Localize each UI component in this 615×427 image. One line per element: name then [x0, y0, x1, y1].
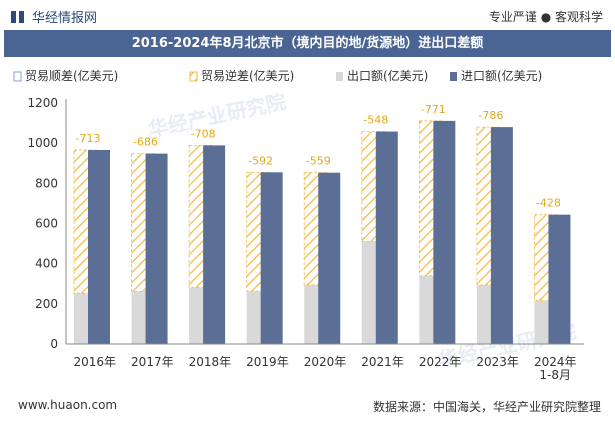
- logo: 华经情报网: [10, 7, 97, 26]
- legend-label: 贸易顺差(亿美元): [25, 68, 118, 83]
- y-tick-label: 600: [35, 217, 58, 231]
- deficit-label: -786: [478, 109, 503, 122]
- chart-title-bar: 2016-2024年8月北京市（境内目的地/货源地）进出口差额: [4, 30, 611, 57]
- import-bar: [548, 214, 571, 344]
- y-axis: 0 200 400 600 800 1000 1200: [27, 96, 67, 351]
- import-bar: [490, 127, 513, 344]
- y-tick-label: 1000: [27, 136, 58, 150]
- import-bar: [318, 172, 341, 344]
- x-tick-label: 2018年: [189, 355, 232, 369]
- deficit-label: -713: [76, 132, 101, 145]
- legend-swatch: [450, 72, 457, 81]
- legend-label: 出口额(亿美元): [347, 68, 428, 83]
- y-tick-label: 1200: [27, 96, 58, 110]
- x-tick-label: 2022年: [419, 355, 462, 369]
- footer-website: www.huaon.com: [18, 398, 118, 412]
- tagline: 专业严谨 ● 客观科学: [488, 10, 603, 24]
- x-axis: 2016年 2017年 2018年 2019年 2020年 2021年 2022年 2023年…: [66, 343, 584, 382]
- watermark: 华经产业研究院: [146, 89, 288, 142]
- deficit-label: -708: [191, 127, 216, 140]
- legend-swatch: [13, 71, 22, 82]
- x-tick-label: 2017年: [131, 355, 174, 369]
- chart-title: 2016-2024年8月北京市（境内目的地/货源地）进出口差额: [131, 36, 484, 51]
- x-tick-label: 1-8月: [539, 368, 571, 382]
- x-tick-label: 2021年: [361, 355, 404, 369]
- x-tick-label: 2024年: [534, 355, 577, 369]
- logo-text: 华经情报网: [32, 11, 98, 26]
- deficit-label: -686: [133, 136, 158, 149]
- y-tick-label: 0: [50, 337, 58, 351]
- deficit-label: -771: [421, 103, 446, 116]
- deficit-label: -592: [248, 154, 273, 167]
- import-bar: [433, 120, 456, 344]
- footer: www.huaon.com 数据来源：中国海关，华经产业研究院整理: [4, 396, 611, 416]
- deficit-label: -559: [306, 155, 331, 168]
- import-bar: [145, 153, 168, 344]
- y-tick-label: 800: [35, 176, 58, 190]
- footer-source: 数据来源：中国海关，华经产业研究院整理: [372, 400, 601, 414]
- deficit-label: -428: [536, 197, 561, 210]
- logo-icon: [11, 10, 24, 23]
- import-bar: [260, 172, 283, 344]
- x-tick-label: 2020年: [304, 355, 347, 369]
- x-tick-label: 2019年: [246, 355, 289, 369]
- legend-swatch: [336, 72, 343, 81]
- legend-label: 进口额(亿美元): [461, 68, 542, 83]
- import-bar: [88, 149, 110, 344]
- legend: 贸易顺差(亿美元) 贸易逆差(亿美元) 出口额(亿美元) 进口额(亿美元): [13, 68, 542, 83]
- x-tick-label: 2016年: [74, 355, 117, 369]
- chart: 贸易顺差(亿美元) 贸易逆差(亿美元) 出口额(亿美元) 进口额(亿美元) 0 200 4…: [13, 68, 584, 382]
- y-tick-label: 400: [35, 257, 58, 271]
- legend-swatch: [189, 71, 198, 82]
- y-tick-label: 200: [35, 297, 58, 311]
- import-bar: [375, 131, 398, 344]
- legend-label: 贸易逆差(亿美元): [201, 68, 294, 83]
- top-bar: 华经情报网 专业严谨 ● 客观科学: [0, 0, 615, 30]
- import-bar: [203, 145, 226, 344]
- x-tick-label: 2023年: [476, 355, 519, 369]
- deficit-label: -548: [363, 114, 388, 127]
